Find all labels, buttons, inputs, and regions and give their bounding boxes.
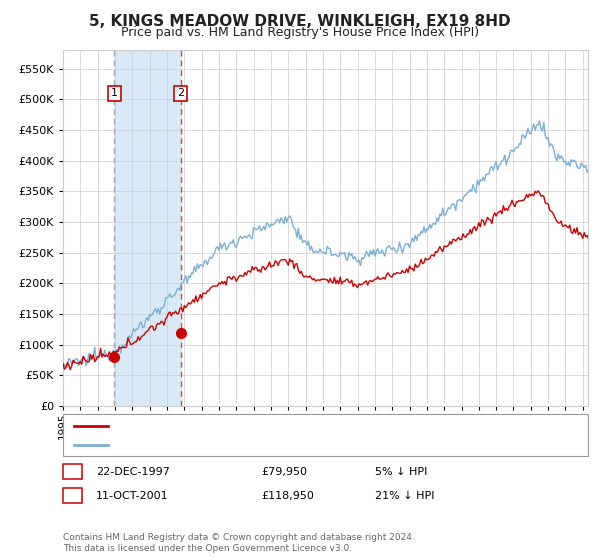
Text: 22-DEC-1997: 22-DEC-1997 bbox=[96, 466, 170, 477]
Text: Contains HM Land Registry data © Crown copyright and database right 2024.
This d: Contains HM Land Registry data © Crown c… bbox=[63, 533, 415, 553]
Text: HPI: Average price, detached house, Torridge: HPI: Average price, detached house, Torr… bbox=[115, 440, 362, 450]
Text: 11-OCT-2001: 11-OCT-2001 bbox=[96, 491, 169, 501]
Text: 5% ↓ HPI: 5% ↓ HPI bbox=[375, 466, 427, 477]
Text: 5, KINGS MEADOW DRIVE, WINKLEIGH, EX19 8HD: 5, KINGS MEADOW DRIVE, WINKLEIGH, EX19 8… bbox=[89, 14, 511, 29]
Text: 1: 1 bbox=[111, 88, 118, 99]
Text: 1: 1 bbox=[69, 466, 76, 477]
Text: 21% ↓ HPI: 21% ↓ HPI bbox=[375, 491, 434, 501]
Text: £79,950: £79,950 bbox=[261, 466, 307, 477]
Text: 2: 2 bbox=[69, 491, 76, 501]
Text: 2: 2 bbox=[177, 88, 184, 99]
Text: 5, KINGS MEADOW DRIVE, WINKLEIGH, EX19 8HD (detached house): 5, KINGS MEADOW DRIVE, WINKLEIGH, EX19 8… bbox=[115, 421, 486, 431]
Bar bbox=[115, 50, 181, 406]
Text: Price paid vs. HM Land Registry's House Price Index (HPI): Price paid vs. HM Land Registry's House … bbox=[121, 26, 479, 39]
Text: £118,950: £118,950 bbox=[261, 491, 314, 501]
